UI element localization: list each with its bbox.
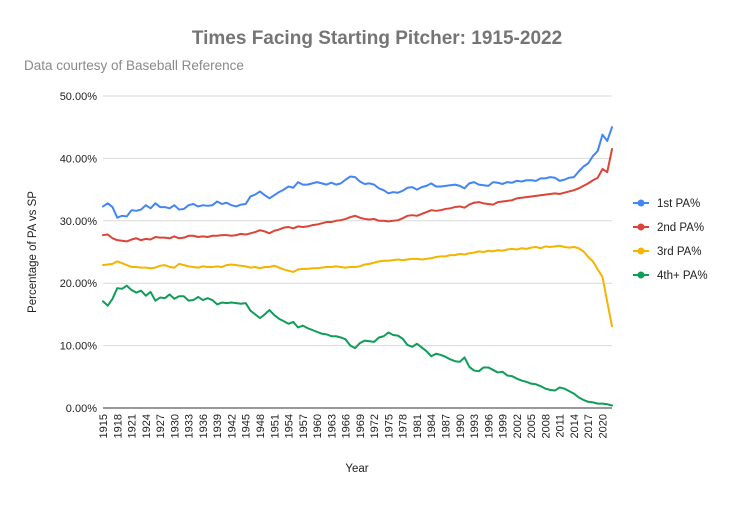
legend-label: 4th+ PA% — [657, 270, 708, 282]
y-tick-label: 30.00% — [60, 216, 98, 228]
x-tick-label: 1942 — [226, 414, 238, 438]
x-axis-title: Year — [345, 463, 368, 475]
chart-subtitle: Data courtesy of Baseball Reference — [24, 58, 244, 73]
x-tick-label: 1915 — [98, 414, 110, 438]
x-tick-label: 1972 — [369, 414, 381, 438]
legend-swatch-dot — [637, 271, 645, 279]
x-tick-label: 1975 — [383, 414, 395, 438]
x-tick-label: 1999 — [498, 414, 510, 438]
x-tick-label: 1954 — [284, 414, 296, 438]
x-tick-label: 1996 — [483, 414, 495, 438]
x-tick-label: 1921 — [127, 414, 139, 438]
legend-label: 3rd PA% — [657, 246, 702, 258]
x-tick-label: 1930 — [169, 414, 181, 438]
x-tick-label: 1963 — [326, 414, 338, 438]
x-tick-label: 1918 — [112, 414, 124, 438]
series-line-2nd-pa — [102, 148, 613, 243]
x-tick-label: 1987 — [441, 414, 453, 438]
x-tick-label: 1969 — [355, 414, 367, 438]
y-axis-title: Percentage of PA vs SP — [27, 191, 39, 313]
x-tick-label: 2008 — [540, 414, 552, 438]
x-tick-label: 1933 — [184, 414, 196, 438]
y-tick-label: 10.00% — [60, 341, 98, 353]
x-tick-label: 1924 — [141, 414, 153, 438]
x-tick-label: 2020 — [597, 414, 609, 438]
series-line-1st-pa — [102, 126, 613, 219]
x-tick-label: 2017 — [583, 414, 595, 438]
chart-title: Times Facing Starting Pitcher: 1915-2022 — [192, 28, 562, 49]
legend-label: 1st PA% — [657, 198, 700, 210]
x-tick-label: 2002 — [512, 414, 524, 438]
series-line-4th-pa — [102, 284, 613, 407]
x-tick-label: 2005 — [526, 414, 538, 438]
x-tick-label: 1990 — [455, 414, 467, 438]
legend-label: 2nd PA% — [657, 222, 704, 234]
legend-swatch-dot — [637, 247, 645, 255]
x-tick-label: 2014 — [569, 414, 581, 438]
x-tick-label: 1948 — [255, 414, 267, 438]
legend-item: 3rd PA% — [633, 246, 702, 258]
series-line-3rd-pa — [102, 244, 613, 328]
x-tick-label: 1978 — [398, 414, 410, 438]
x-tick-label: 1960 — [312, 414, 324, 438]
gridlines — [103, 95, 612, 347]
legend-item: 4th+ PA% — [633, 270, 708, 282]
x-axis-ticks: 1915 1918 1921 1924 1927 1930 1933 1936 1939 1942… — [98, 414, 609, 438]
legend: 1st PA% 2nd PA% 3rd PA% 4th+ PA% — [633, 198, 708, 282]
x-tick-label: 1951 — [269, 414, 281, 438]
series-lines — [102, 126, 613, 407]
y-tick-label: 40.00% — [60, 153, 98, 165]
x-tick-label: 1981 — [412, 414, 424, 438]
x-tick-label: 1939 — [212, 414, 224, 438]
y-axis-ticks: 0.00% 10.00% 20.00% 30.00% 40.00% 50.00% — [60, 91, 98, 415]
x-tick-label: 1993 — [469, 414, 481, 438]
x-tick-label: 1966 — [341, 414, 353, 438]
x-tick-label: 1945 — [241, 414, 253, 438]
x-tick-label: 1957 — [298, 414, 310, 438]
legend-item: 2nd PA% — [633, 222, 704, 234]
legend-item: 1st PA% — [633, 198, 700, 210]
legend-swatch-dot — [637, 223, 645, 231]
y-tick-label: 0.00% — [66, 403, 97, 415]
x-tick-label: 1927 — [155, 414, 167, 438]
x-tick-label: 2011 — [555, 414, 567, 438]
y-tick-label: 20.00% — [60, 278, 98, 290]
x-tick-label: 1984 — [426, 414, 438, 438]
y-tick-label: 50.00% — [60, 91, 98, 103]
legend-swatch-dot — [637, 199, 645, 207]
x-tick-label: 1936 — [198, 414, 210, 438]
